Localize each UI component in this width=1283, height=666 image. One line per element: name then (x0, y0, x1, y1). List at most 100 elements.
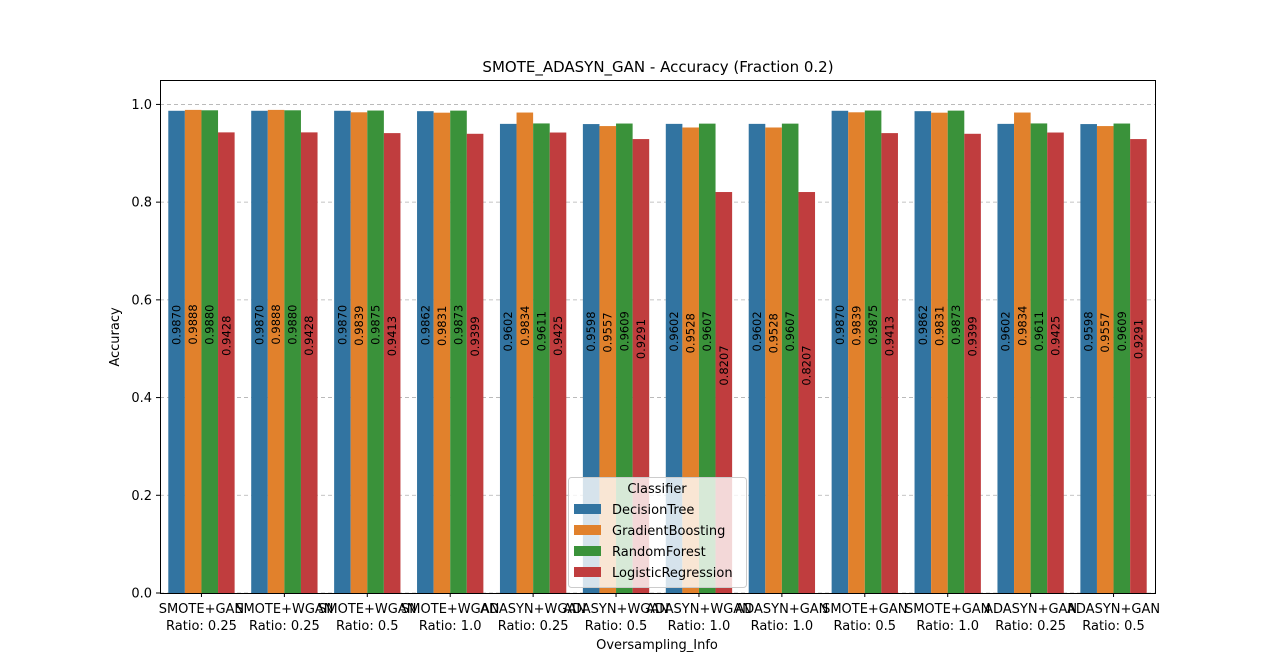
legend-label: GradientBoosting (612, 524, 725, 539)
bar-decisiontree (499, 123, 517, 593)
bar-value-label: 0.8207 (717, 345, 731, 385)
bar-logisticregression (1047, 132, 1064, 593)
bar-decisiontree (582, 124, 600, 593)
bar-value-label: 0.9425 (1049, 316, 1063, 356)
bar-gradientboosting (599, 126, 617, 593)
bar-randomforest (781, 123, 799, 593)
x-tick-label: ADASYN+GAN (1067, 602, 1160, 617)
x-tick-label: ADASYN+WGAN (563, 602, 669, 617)
chart-title: SMOTE_ADASYN_GAN - Accuracy (Fraction 0.… (482, 58, 833, 77)
bar-gradientboosting (931, 112, 948, 593)
y-tick-label: 0.4 (131, 391, 152, 406)
bar-value-label: 0.9399 (468, 316, 482, 356)
bar-value-label: 0.9870 (253, 305, 267, 345)
bar-value-label: 0.9413 (883, 316, 897, 356)
bar-value-label: 0.9870 (335, 305, 349, 345)
bar-value-label: 0.9413 (385, 316, 399, 356)
y-tick-label: 0.2 (131, 489, 152, 504)
bar-logisticregression (218, 132, 235, 593)
y-tick-label: 0.8 (131, 196, 152, 211)
bar-logisticregression (300, 132, 318, 593)
x-tick-label: Ratio: 0.5 (585, 619, 648, 634)
bar-value-label: 0.9598 (584, 311, 598, 351)
bar-gradientboosting (1014, 112, 1031, 594)
x-tick-label: Ratio: 0.5 (1082, 619, 1145, 634)
bars-group (168, 109, 1147, 594)
bar-randomforest (533, 123, 550, 594)
bar-randomforest (616, 123, 633, 594)
x-tick-label: Ratio: 0.25 (498, 619, 569, 634)
y-tick-label: 1.0 (131, 98, 152, 113)
bar-value-label: 0.9291 (634, 319, 648, 359)
bar-value-label: 0.9839 (850, 306, 864, 346)
legend-swatch (574, 504, 601, 514)
bar-randomforest (284, 110, 301, 593)
x-tick-label: SMOTE+GAN (822, 602, 907, 617)
x-tick-label: ADASYN+GAN (735, 602, 828, 617)
bar-value-label: 0.9875 (866, 305, 880, 345)
bar-value-label: 0.9602 (667, 311, 681, 351)
bar-decisiontree (831, 110, 849, 593)
bar-randomforest (698, 123, 716, 593)
bar-gradientboosting (682, 127, 699, 594)
bar-value-label: 0.9399 (966, 316, 980, 356)
bar-gradientboosting (433, 112, 451, 593)
bar-decisiontree (168, 110, 185, 593)
bar-value-label: 0.9528 (767, 313, 781, 353)
bar-gradientboosting (267, 109, 285, 593)
bar-value-label: 0.9602 (750, 311, 764, 351)
bar-value-label: 0.9870 (170, 305, 184, 345)
bar-logisticregression (1130, 139, 1147, 593)
bar-value-label: 0.9528 (684, 313, 698, 353)
x-tick-label: SMOTE+GAN (905, 602, 990, 617)
bar-value-label: 0.9609 (1115, 311, 1129, 351)
bar-value-label: 0.9428 (302, 316, 316, 356)
legend-box (568, 477, 747, 588)
x-tick-label: SMOTE+WGAN (235, 602, 333, 617)
bar-gradientboosting (765, 127, 782, 594)
x-tick-label: SMOTE+WGAN (318, 602, 416, 617)
bar-gradientboosting (1096, 126, 1114, 593)
legend-label: RandomForest (612, 545, 706, 560)
bar-value-label: 0.9609 (617, 311, 631, 351)
bar-gradientboosting (848, 112, 865, 594)
bar-randomforest (947, 110, 965, 594)
bar-decisiontree (997, 123, 1015, 593)
bar-value-label: 0.9888 (186, 304, 200, 344)
bar-logisticregression (383, 133, 401, 593)
bar-randomforest (201, 110, 219, 593)
bar-value-label: 0.9834 (1015, 306, 1029, 346)
bar-gradientboosting (184, 109, 202, 593)
bar-randomforest (1113, 123, 1131, 594)
legend: Classifier DecisionTree GradientBoosting R… (568, 477, 747, 588)
bar-value-label: 0.9291 (1131, 319, 1145, 359)
y-tick-label: 0.6 (131, 293, 152, 308)
x-axis: SMOTE+GAN Ratio: 0.25 SMOTE+WGAN Ratio: 0.2… (159, 593, 1160, 634)
bar-value-label: 0.9870 (833, 305, 847, 345)
bar-randomforest (450, 110, 467, 594)
bar-value-label: 0.9611 (534, 311, 548, 351)
bar-value-label: 0.8207 (800, 345, 814, 385)
bar-decisiontree (251, 110, 268, 593)
x-axis-label: Oversampling_Info (596, 638, 718, 653)
x-tick-label: Ratio: 1.0 (916, 619, 979, 634)
bar-value-label: 0.9425 (551, 316, 565, 356)
bar-value-label: 0.9831 (435, 306, 449, 346)
legend-swatch (574, 546, 601, 556)
bar-value-label: 0.9839 (352, 306, 366, 346)
bar-value-label: 0.9602 (501, 311, 515, 351)
bar-value-label: 0.9880 (286, 305, 300, 345)
x-tick-label: ADASYN+GAN (984, 602, 1077, 617)
x-tick-label: Ratio: 0.5 (336, 619, 399, 634)
bar-randomforest (1030, 123, 1048, 594)
bar-value-label: 0.9888 (269, 304, 283, 344)
bar-decisiontree (417, 111, 434, 593)
bar-gradientboosting (350, 112, 368, 594)
x-tick-label: Ratio: 0.25 (249, 619, 320, 634)
x-tick-label: Ratio: 1.0 (751, 619, 814, 634)
legend-label: LogisticRegression (612, 566, 733, 581)
bar-value-label: 0.9862 (916, 305, 930, 345)
legend-swatch (574, 567, 601, 577)
x-tick-label: SMOTE+GAN (159, 602, 244, 617)
